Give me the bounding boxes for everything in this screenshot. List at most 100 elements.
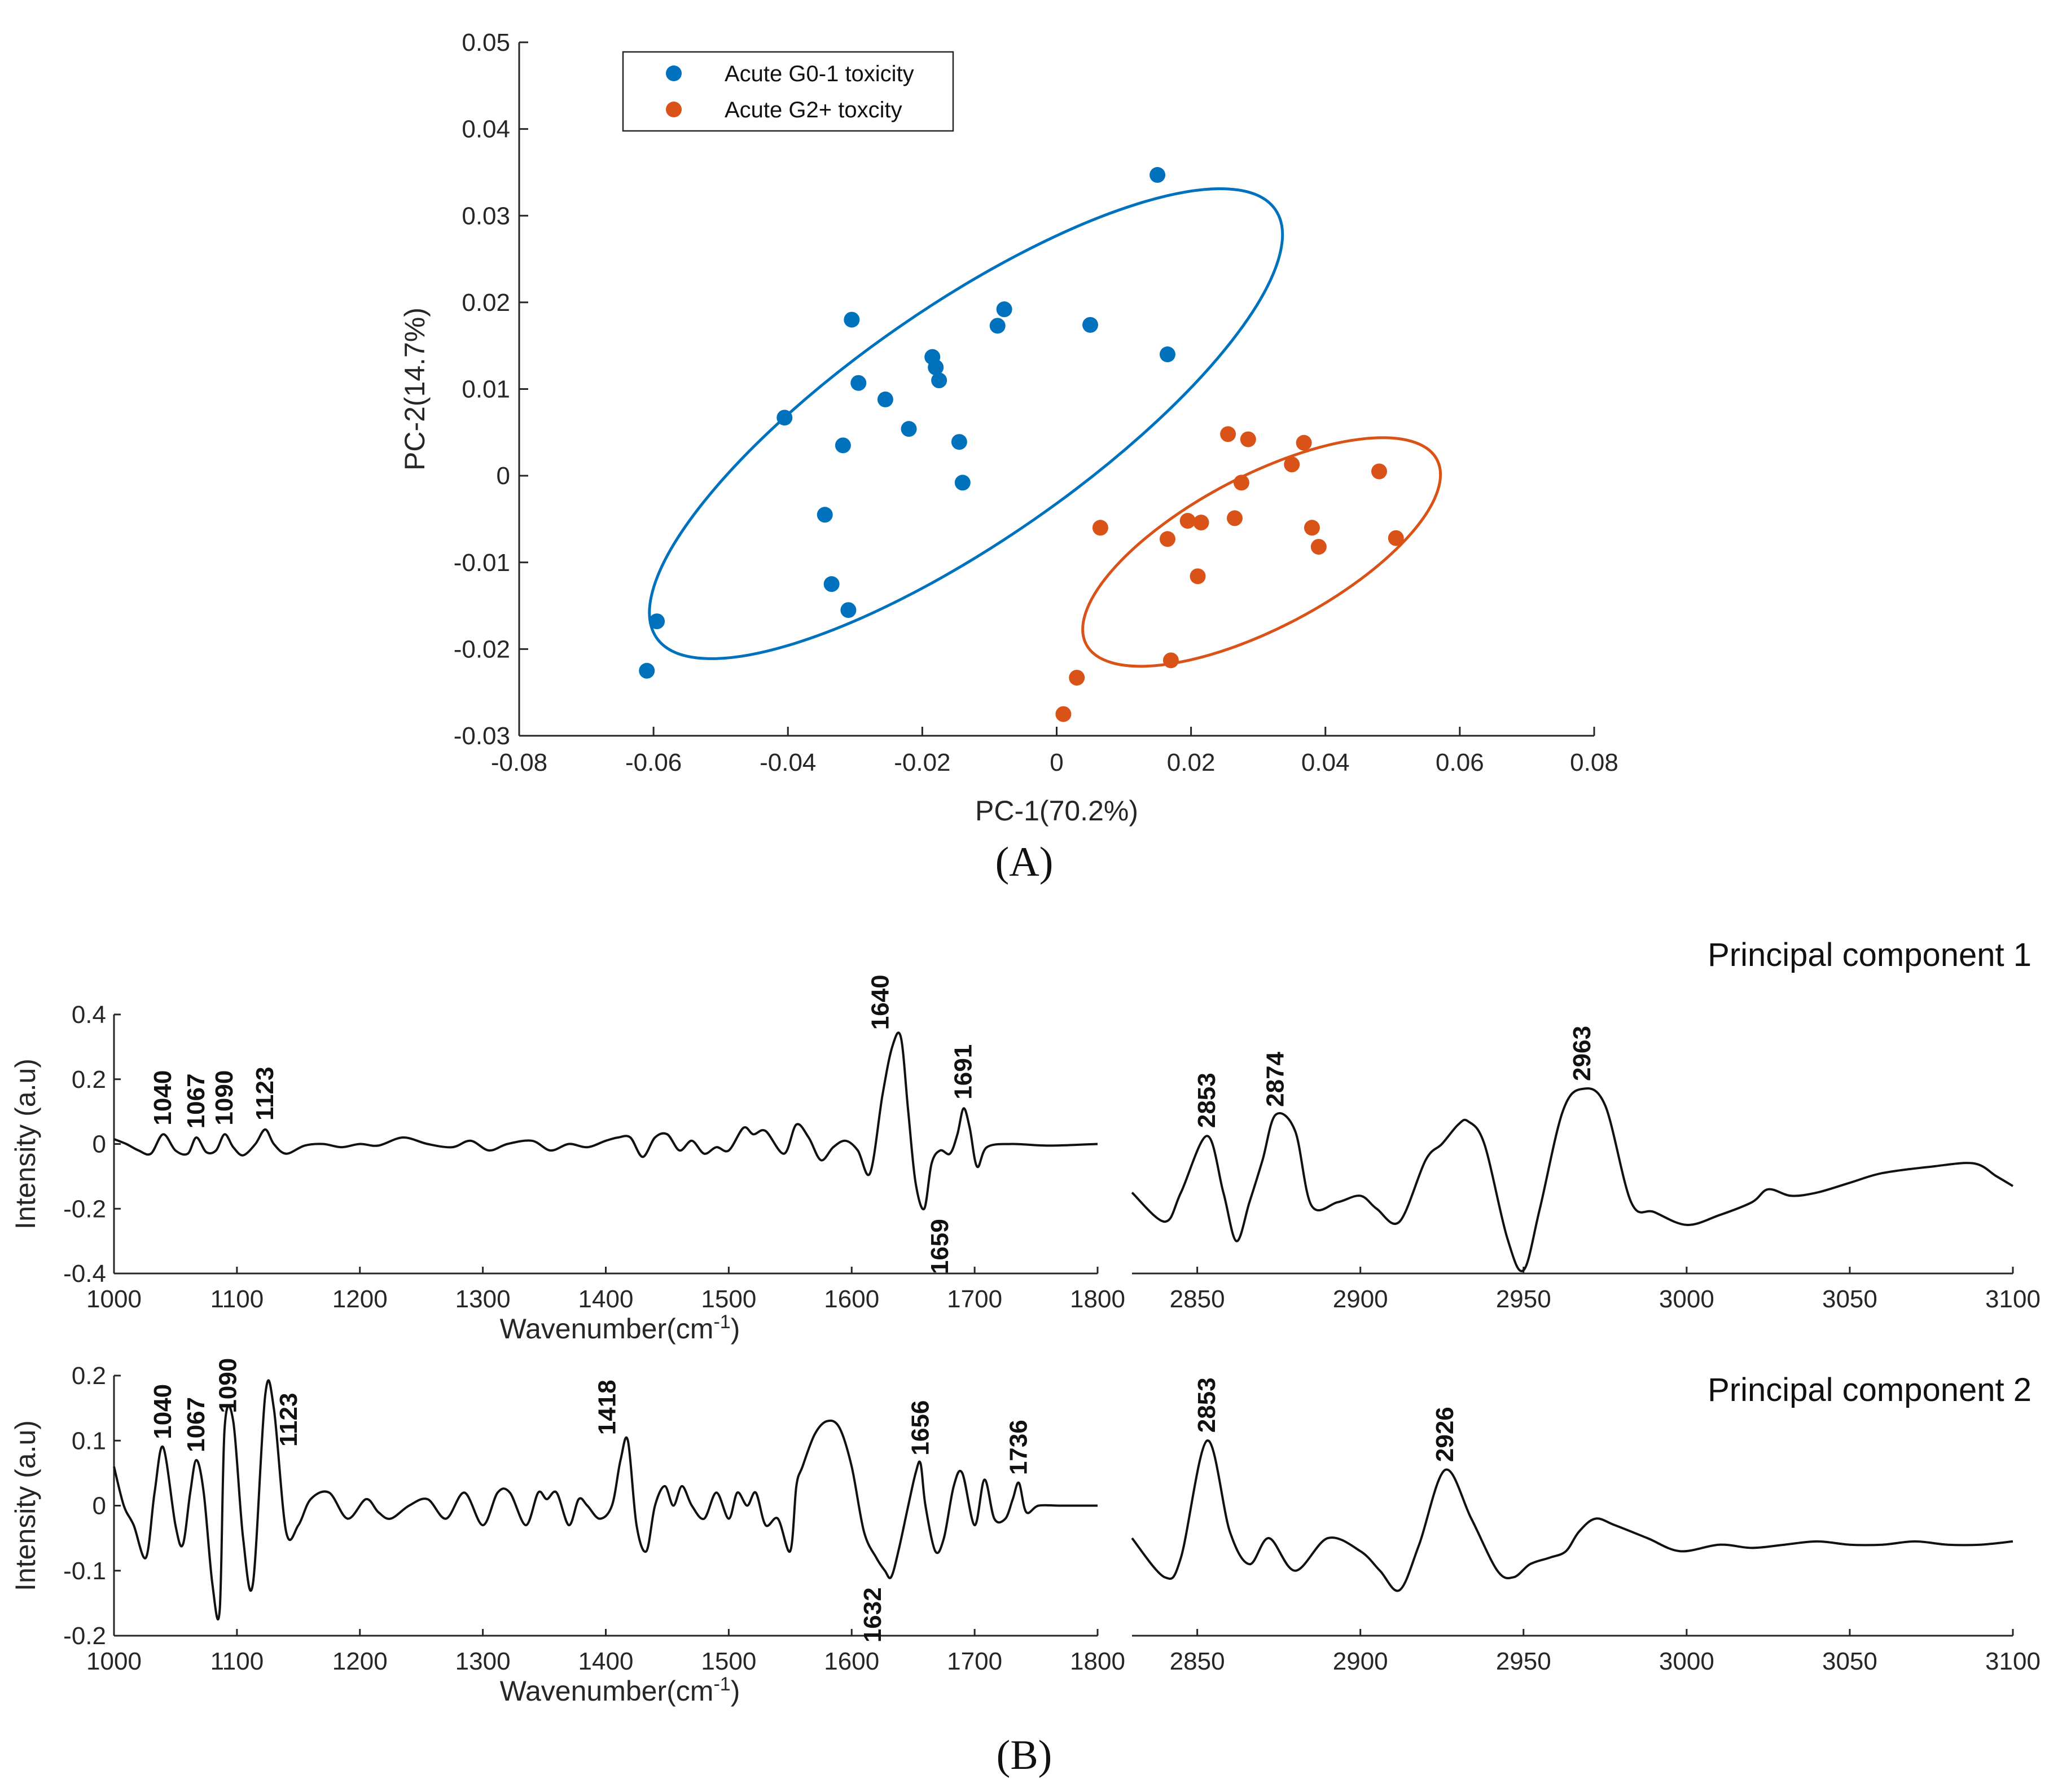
scatter-point-series-2 <box>1240 431 1256 447</box>
x-tick-label: 1500 <box>701 1285 756 1313</box>
scatter-point-series-1 <box>776 410 793 426</box>
x-axis-title-text: Wavenumber(cm <box>500 1675 714 1707</box>
x-tick-label: 0.02 <box>1167 749 1216 776</box>
pc2-highwave-chart: 2850 2900 2950 3000 3050 3100 Principal compon… <box>1131 1372 2041 1675</box>
scatter-point-series-1 <box>931 372 947 389</box>
legend-label-1: Acute G0-1 toxicity <box>725 62 914 86</box>
scatter-point-series-1 <box>1159 346 1175 363</box>
x-tick-label: -0.06 <box>625 749 682 776</box>
x-tick-label: 2950 <box>1496 1285 1551 1313</box>
y-tick-label: 0.03 <box>462 202 510 230</box>
scatter-point-series-2 <box>1371 463 1387 480</box>
y-tick-label: -0.03 <box>454 722 510 750</box>
legend-marker-2 <box>666 102 682 117</box>
x-tick-label: 1800 <box>1070 1648 1125 1675</box>
scatter-point-series-1 <box>835 437 851 454</box>
x-axis-title-end: ) <box>731 1675 740 1707</box>
y-tick-label: 0.02 <box>462 289 510 317</box>
x-tick-label: 1100 <box>210 1285 264 1313</box>
scatter-point-series-2 <box>1227 510 1243 526</box>
x-tick-label: 1000 <box>86 1285 142 1313</box>
peak-label: 1040 <box>149 1384 177 1439</box>
scatter-point-series-2 <box>1193 515 1209 531</box>
x-tick-label: 2850 <box>1170 1285 1225 1313</box>
scatter-point-series-2 <box>1159 531 1175 547</box>
scatter-point-series-1 <box>840 602 857 618</box>
x-tick-label: 3100 <box>1985 1648 2041 1675</box>
legend-label-2: Acute G2+ toxcity <box>725 98 902 122</box>
x-axis-title: PC-1(70.2%) <box>975 795 1138 827</box>
scatter-point-series-1 <box>649 613 665 630</box>
panel-label-b: (B) <box>997 1732 1052 1778</box>
x-tick-label: -0.08 <box>491 749 547 776</box>
x-tick-label: 1600 <box>824 1285 879 1313</box>
scatter-point-series-1 <box>823 576 840 592</box>
peak-label: 2874 <box>1261 1051 1289 1106</box>
peak-label: 1123 <box>251 1066 279 1120</box>
x-tick-label: 1800 <box>1070 1285 1125 1313</box>
y-axis-title: Intensity (a.u) <box>10 1058 41 1229</box>
spectrum-line <box>113 1031 1098 1211</box>
peak-label: 1656 <box>906 1400 934 1456</box>
x-tick-label: 3000 <box>1659 1648 1714 1675</box>
scatter-point-series-2 <box>1162 652 1179 669</box>
y-tick-label: -0.01 <box>454 549 510 577</box>
scatter-point-series-1 <box>877 391 893 407</box>
y-tick-label: 0.2 <box>72 1362 106 1390</box>
peak-label: 1090 <box>214 1358 242 1413</box>
y-tick-label: 0.05 <box>462 29 510 56</box>
peak-label: 1090 <box>210 1070 238 1126</box>
scatter-point-series-2 <box>1092 520 1108 536</box>
y-tick-label: -0.1 <box>63 1557 106 1585</box>
x-axis-title: Wavenumber(cm-1) <box>500 1674 740 1707</box>
peak-label: 1418 <box>594 1380 621 1435</box>
x-tick-label: 1200 <box>332 1285 388 1313</box>
scatter-point-series-2 <box>1304 520 1320 536</box>
peak-label: 2853 <box>1193 1377 1221 1433</box>
x-tick-label: 0.04 <box>1301 749 1350 776</box>
peak-label: 1640 <box>866 974 894 1030</box>
pc1-fingerprint-chart: 1000 1100 1200 1300 1400 1500 1600 1700 1800 -0.4… <box>10 974 1125 1345</box>
panel-label-a: (A) <box>995 839 1054 885</box>
scatter-point-series-2 <box>1284 456 1300 473</box>
x-tick-label: 1700 <box>947 1648 1002 1675</box>
x-tick-label: -0.02 <box>894 749 950 776</box>
scatter-point-series-1 <box>850 375 867 391</box>
x-axis-title-end: ) <box>731 1313 740 1345</box>
peak-label: 2926 <box>1431 1407 1459 1462</box>
pc1-highwave-chart: 2850 2900 2950 3000 3050 3100 Principal compon… <box>1131 937 2041 1313</box>
x-tick-label: 0.08 <box>1570 749 1618 776</box>
peak-label: 1632 <box>859 1587 887 1642</box>
legend-box <box>622 51 954 132</box>
x-axis-title-text: Wavenumber(cm <box>500 1313 714 1345</box>
scatter-point-series-1 <box>989 318 1006 334</box>
x-tick-label: 1400 <box>578 1285 634 1313</box>
peak-label: 1691 <box>950 1044 977 1100</box>
x-tick-label: 3050 <box>1822 1285 1877 1313</box>
scatter-point-series-1 <box>901 421 917 437</box>
scatter-point-series-2 <box>1233 475 1249 491</box>
y-tick-label: 0 <box>497 462 510 490</box>
x-tick-label: 1100 <box>210 1648 264 1675</box>
peak-label: 2963 <box>1568 1026 1596 1081</box>
confidence-ellipse-1 <box>648 187 1284 660</box>
x-tick-label: 3000 <box>1659 1285 1714 1313</box>
legend-marker-1 <box>666 65 682 81</box>
y-tick-label: -0.02 <box>454 635 510 663</box>
x-axis-title: Wavenumber(cm-1) <box>500 1311 740 1345</box>
peak-label: 1067 <box>182 1397 210 1452</box>
pc2-fingerprint-chart: 1000 1100 1200 1300 1400 1500 1600 1700 1800 -0.2… <box>10 1358 1125 1707</box>
scatter-point-series-1 <box>954 475 971 491</box>
y-tick-label: 0.01 <box>462 376 510 403</box>
x-axis-title-superscript: -1 <box>713 1674 730 1695</box>
y-tick-label: -0.4 <box>63 1260 106 1288</box>
x-tick-label: 2900 <box>1333 1285 1388 1313</box>
peak-label: 1659 <box>926 1219 954 1274</box>
x-tick-label: 0 <box>1050 749 1063 776</box>
y-tick-label: 0 <box>93 1492 106 1520</box>
scatter-point-series-1 <box>996 301 1012 318</box>
y-tick-label: 0.4 <box>72 1001 106 1029</box>
y-tick-label: 0 <box>93 1131 106 1158</box>
